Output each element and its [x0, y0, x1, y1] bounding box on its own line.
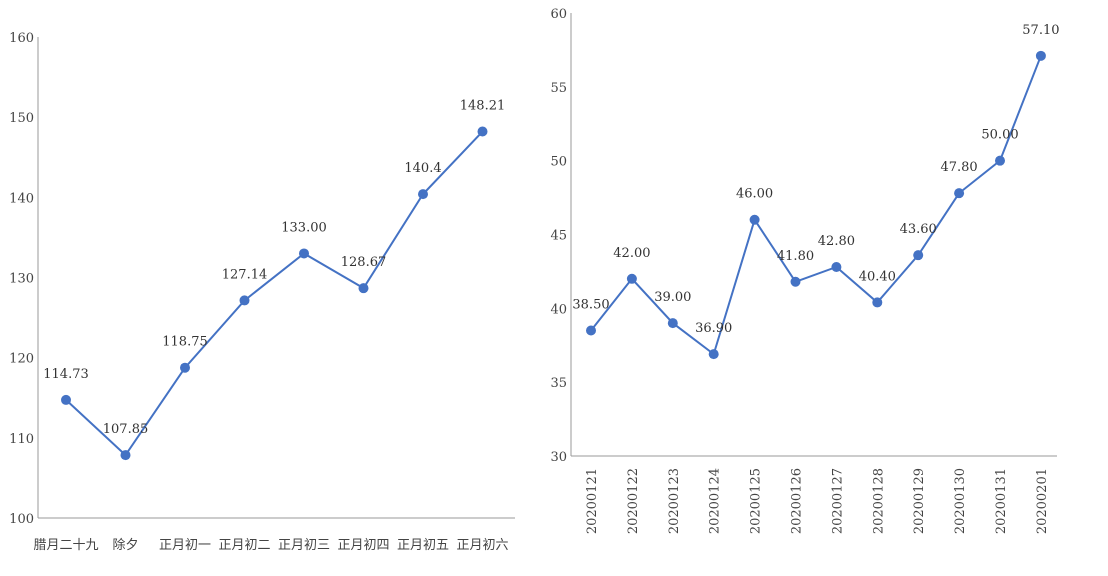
y-tick-label: 55 [550, 81, 567, 96]
data-point [872, 297, 883, 308]
data-label: 47.80 [940, 160, 977, 175]
series-line [590, 55, 1042, 356]
data-label: 40.40 [859, 269, 896, 284]
data-label: 128.67 [341, 255, 387, 270]
x-tick-label: 20200126 [790, 468, 805, 534]
data-label: 42.00 [613, 246, 650, 261]
y-tick-label: 45 [550, 229, 567, 244]
x-tick-label: 20200128 [871, 468, 886, 534]
y-tick-label: 110 [9, 432, 34, 447]
x-tick-label: 20200125 [749, 468, 764, 534]
data-point [299, 248, 309, 259]
y-tick-label: 40 [550, 302, 567, 317]
x-tick-label: 正月初五 [397, 538, 449, 553]
x-tick-label: 20200129 [912, 468, 927, 534]
x-tick-label: 20200131 [994, 468, 1009, 534]
x-tick-label: 腊月二十九 [33, 538, 98, 553]
y-tick-label: 30 [550, 450, 567, 465]
x-tick-label: 20200121 [585, 468, 600, 534]
data-label: 42.80 [818, 234, 855, 249]
data-label: 50.00 [981, 128, 1018, 143]
data-label: 133.00 [281, 220, 327, 235]
data-point [626, 273, 637, 284]
x-tick-label: 除夕 [112, 538, 138, 553]
data-point [477, 126, 488, 137]
y-tick-label: 140 [9, 191, 34, 206]
x-tick-label: 正月初六 [456, 538, 508, 553]
data-label: 39.00 [654, 290, 691, 305]
data-point [790, 276, 801, 287]
data-label: 57.10 [1022, 23, 1059, 38]
data-point [995, 155, 1005, 166]
data-label: 107.85 [103, 422, 149, 437]
data-label: 38.50 [572, 297, 609, 312]
data-point [831, 261, 842, 272]
x-tick-label: 20200201 [1035, 468, 1050, 534]
data-label: 41.80 [777, 249, 814, 264]
x-tick-label: 20200124 [708, 468, 723, 534]
series-line [65, 130, 484, 457]
data-point [180, 362, 190, 373]
data-label: 140.4 [404, 161, 441, 176]
data-label: 127.14 [222, 267, 268, 282]
data-point [586, 325, 596, 336]
x-tick-label: 正月初一 [159, 538, 211, 553]
data-point [418, 189, 428, 200]
data-label: 148.21 [460, 99, 506, 114]
data-point [1035, 50, 1046, 61]
x-tick-label: 20200122 [626, 468, 641, 534]
y-tick-label: 160 [9, 31, 34, 46]
y-tick-label: 50 [550, 155, 567, 170]
y-tick-label: 60 [550, 7, 567, 22]
x-tick-label: 20200127 [830, 468, 845, 534]
data-point [913, 250, 924, 261]
data-point [749, 214, 760, 225]
x-tick-label: 正月初三 [278, 538, 330, 553]
data-label: 46.00 [736, 187, 773, 202]
data-point [667, 318, 678, 329]
x-tick-label: 正月初四 [337, 538, 389, 553]
y-tick-label: 150 [9, 111, 34, 126]
data-point [239, 295, 250, 306]
data-label: 118.75 [162, 335, 208, 350]
chart-right: 30 35 40 45 50 55 60 20200121 20200122 20200123 20… [550, 7, 1059, 534]
data-point [358, 283, 369, 294]
y-tick-label: 120 [9, 352, 34, 367]
y-tick-label: 35 [550, 376, 567, 391]
y-tick-label: 100 [9, 512, 34, 527]
data-point [120, 450, 131, 461]
data-point [61, 394, 71, 405]
y-tick-label: 130 [9, 272, 34, 287]
data-label: 36.90 [695, 321, 732, 336]
x-tick-label: 正月初二 [218, 538, 270, 553]
chart-left: 100 110 120 130 140 150 160 腊月二十九 除夕 正月初一 正月初二 正月初三… [9, 31, 515, 553]
x-tick-label: 20200130 [953, 468, 968, 534]
x-tick-label: 20200123 [667, 468, 682, 534]
data-point [954, 188, 965, 199]
data-label: 114.73 [43, 367, 89, 382]
data-point [708, 349, 719, 360]
data-label: 43.60 [900, 222, 937, 237]
